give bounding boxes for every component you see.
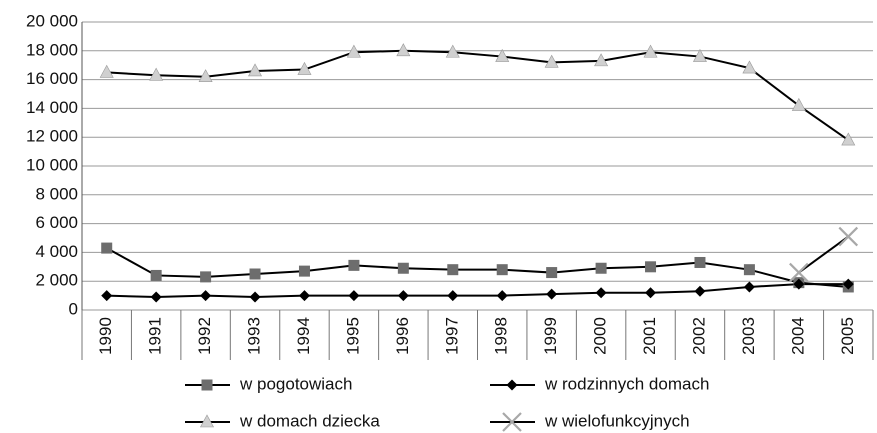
x-tick-label: 1990	[96, 317, 115, 355]
data-point	[842, 278, 854, 290]
data-point	[594, 53, 609, 67]
x-tick-label: 1998	[492, 317, 511, 355]
x-tick-label: 2002	[689, 317, 708, 355]
y-tick-label: 14 000	[26, 98, 78, 117]
data-point	[348, 259, 360, 271]
data-point	[791, 97, 806, 111]
x-tick-label: 1991	[146, 317, 165, 355]
data-point	[546, 288, 558, 300]
x-tick-label: 2004	[788, 317, 807, 355]
data-point	[694, 285, 706, 297]
legend-marker	[201, 379, 213, 391]
data-point	[838, 226, 859, 247]
data-point	[447, 264, 459, 276]
data-point	[743, 264, 755, 276]
x-tick-label: 2001	[640, 317, 659, 355]
data-point	[99, 64, 114, 78]
x-tick-label: 2005	[838, 317, 857, 355]
data-point	[496, 264, 508, 276]
y-tick-label: 18 000	[26, 40, 78, 59]
data-point	[447, 290, 459, 302]
legend-label: w rodzinnych domach	[544, 374, 709, 393]
data-point	[445, 44, 460, 58]
x-tick-label: 1993	[245, 317, 264, 355]
data-point	[496, 290, 508, 302]
data-point	[249, 291, 261, 303]
data-point	[546, 267, 558, 279]
data-point	[841, 132, 856, 146]
x-tick-label: 1994	[294, 317, 313, 355]
data-point	[397, 290, 409, 302]
data-point	[297, 61, 312, 75]
data-point	[544, 54, 559, 68]
y-tick-label: 2 000	[35, 271, 78, 290]
y-tick-label: 6 000	[35, 213, 78, 232]
y-tick-label: 4 000	[35, 242, 78, 261]
data-point	[743, 281, 755, 293]
series-line	[106, 247, 849, 288]
data-point	[793, 278, 805, 290]
data-point	[692, 48, 707, 62]
data-point	[101, 290, 113, 302]
y-tick-label: 16 000	[26, 69, 78, 88]
x-tick-label: 1999	[541, 317, 560, 355]
data-point	[397, 262, 409, 274]
x-tick-label: 1995	[343, 317, 362, 355]
series-line	[106, 49, 849, 141]
legend-label: w domach dziecka	[239, 411, 380, 430]
data-point	[645, 261, 657, 273]
data-point	[150, 269, 162, 281]
data-point	[348, 290, 360, 302]
data-point	[149, 67, 164, 81]
x-tick-label: 2000	[591, 317, 610, 355]
y-tick-label: 12 000	[26, 127, 78, 146]
legend-label: w pogotowiach	[239, 374, 352, 393]
data-point	[150, 291, 162, 303]
data-point	[694, 256, 706, 268]
legend-marker	[502, 412, 522, 432]
data-point	[789, 262, 809, 283]
data-point	[645, 287, 657, 299]
series-line	[106, 283, 849, 299]
x-tick-label: 1996	[393, 317, 412, 355]
data-point	[298, 290, 310, 302]
x-tick-label: 1997	[442, 317, 461, 355]
data-point	[101, 242, 113, 254]
y-tick-label: 10 000	[26, 155, 78, 174]
legend-label: w wielofunkcyjnych	[544, 411, 690, 430]
data-point	[595, 287, 607, 299]
data-point	[249, 268, 261, 280]
legend-marker	[199, 414, 215, 428]
y-tick-label: 0	[69, 299, 78, 318]
data-point	[200, 271, 212, 283]
y-tick-label: 20 000	[26, 11, 78, 30]
x-tick-label: 2003	[739, 317, 758, 355]
legend-marker	[506, 379, 518, 391]
data-point	[396, 43, 411, 57]
x-tick-label: 1992	[195, 317, 214, 355]
y-tick-label: 8 000	[35, 184, 78, 203]
series-line	[798, 235, 849, 274]
data-point	[742, 60, 757, 74]
data-point	[248, 63, 263, 77]
data-point	[643, 44, 658, 58]
data-point	[198, 69, 213, 83]
data-point	[200, 290, 212, 302]
data-point	[298, 265, 310, 277]
data-point	[595, 262, 607, 274]
data-point	[495, 48, 510, 62]
data-point	[346, 44, 361, 58]
